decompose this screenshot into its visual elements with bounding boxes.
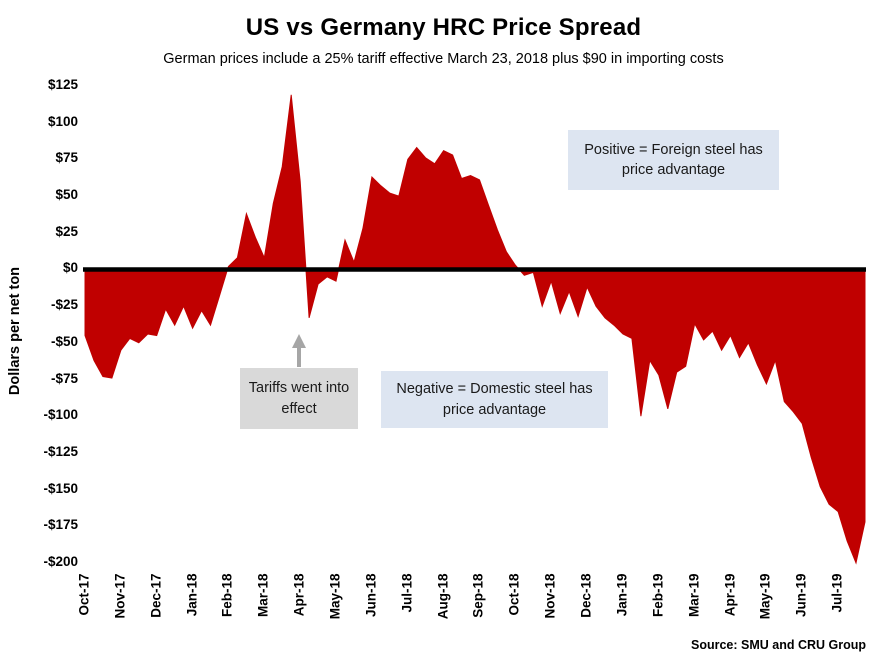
chart-subtitle: German prices include a 25% tariff effec…	[163, 51, 724, 67]
y-tick-label: $125	[47, 77, 78, 92]
tariffs-callout: Tariffs went into effect	[240, 368, 358, 429]
x-tick-label: Jan-19	[614, 573, 630, 617]
y-tick-label: -$200	[43, 554, 78, 569]
x-tick-label: Nov-18	[542, 573, 558, 619]
y-tick-label: -$125	[43, 443, 78, 459]
x-tick-label: Oct-18	[506, 573, 522, 616]
x-tick-label: Mar-18	[255, 573, 271, 618]
y-tick-label: -$50	[50, 333, 78, 349]
x-tick-label: Jan-18	[184, 573, 200, 617]
y-tick-label: $75	[55, 150, 78, 166]
chart-title: US vs Germany HRC Price Spread	[245, 14, 642, 41]
x-tick-label: May-18	[327, 573, 343, 620]
x-tick-label: Dec-17	[148, 573, 164, 618]
y-tick-label: -$25	[50, 297, 78, 313]
y-tick-label: -$150	[43, 480, 78, 496]
y-tick-label: $25	[55, 223, 78, 239]
x-tick-label: Nov-17	[112, 573, 128, 619]
x-tick-label: Sep-18	[470, 573, 486, 618]
x-tick-label: Dec-18	[578, 573, 594, 618]
x-tick-label: Jul-19	[829, 573, 845, 613]
x-tick-label: Apr-18	[291, 573, 307, 617]
y-tick-label: $50	[55, 187, 78, 203]
tariff-arrow-icon	[292, 334, 306, 367]
x-tick-label: Oct-17	[76, 573, 92, 616]
y-tick-label: -$175	[43, 517, 78, 533]
y-tick-label: $100	[47, 113, 78, 129]
negative-callout: Negative = Domestic steel has price adva…	[381, 371, 608, 428]
x-tick-label: Aug-18	[435, 573, 451, 620]
y-tick-label: $0	[62, 260, 78, 276]
source-credit: Source: SMU and CRU Group	[690, 638, 866, 652]
positive-callout: Positive = Foreign steel has price advan…	[568, 130, 779, 190]
y-tick-label: -$100	[43, 407, 78, 423]
x-tick-label: Jul-18	[399, 573, 415, 613]
x-tick-label: May-19	[757, 573, 773, 620]
x-tick-label: Mar-19	[686, 573, 702, 618]
x-tick-label: Feb-18	[219, 573, 235, 618]
x-tick-label: Jun-19	[793, 573, 809, 618]
x-tick-label: Apr-19	[722, 573, 738, 617]
spread-area-series	[84, 94, 866, 565]
x-tick-label: Feb-19	[650, 573, 666, 618]
y-tick-label: -$75	[50, 370, 78, 386]
x-tick-label: Jun-18	[363, 573, 379, 618]
